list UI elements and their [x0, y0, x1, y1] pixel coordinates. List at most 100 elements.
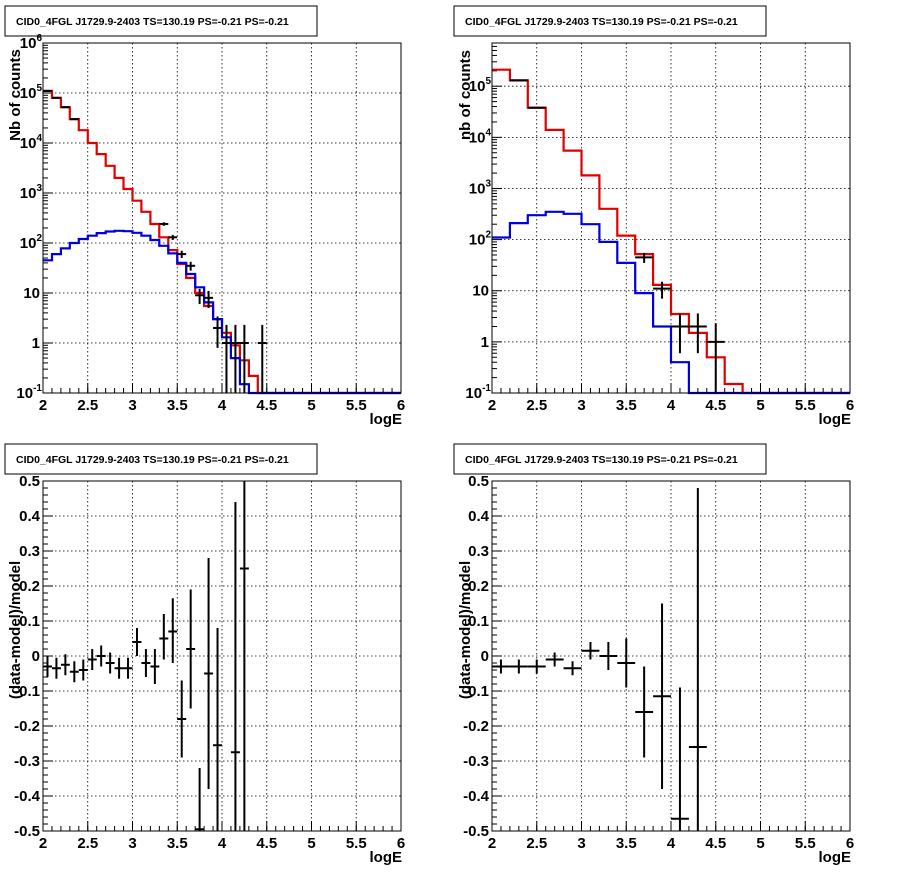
y-tick-label: -0.1: [463, 683, 489, 700]
y-tick-label: 10: [472, 283, 489, 300]
y-tick-label: 0.1: [19, 613, 40, 630]
y-tick-label: 0.1: [468, 613, 489, 630]
data-point: [617, 638, 636, 688]
data-point: [150, 649, 160, 684]
x-tick-label: 3: [128, 397, 136, 414]
y-tick-label: 0.5: [468, 473, 489, 490]
x-tick-label: 2: [488, 397, 496, 414]
x-tick-label: 4.5: [705, 397, 726, 414]
x-tick-label: 6: [397, 397, 405, 414]
data-point: [213, 628, 222, 831]
data-point: [230, 502, 240, 831]
data-point: [123, 657, 133, 679]
chart-title: CID0_4FGL J1729.9-2403 TS=130.19 PS=-0.2…: [465, 454, 738, 466]
data-point: [509, 79, 528, 82]
x-tick-label: 2.5: [77, 835, 98, 852]
data-point: [159, 222, 169, 226]
data-point: [51, 96, 61, 99]
y-axis-title: (data-model)/model: [457, 561, 474, 699]
data-point: [635, 666, 654, 758]
data-point: [60, 654, 70, 676]
y-tick-label: 10-1: [16, 383, 42, 402]
data-point: [671, 313, 689, 354]
data-point: [43, 656, 52, 677]
data-point: [114, 657, 124, 679]
title-box: [4, 443, 318, 475]
chart-panel-3: CID0_4FGL J1729.9-2403 TS=130.19 PS=-0.2…: [4, 443, 405, 866]
chart-panel-1: CID0_4FGL J1729.9-2403 TS=130.19 PS=-0.2…: [4, 5, 405, 428]
data-point: [509, 659, 528, 674]
x-tick-label: 3: [128, 835, 136, 852]
x-tick-label: 4: [667, 835, 676, 852]
x-tick-label: 2.5: [526, 835, 547, 852]
plot-frame: [491, 480, 851, 832]
y-tick-label: 104: [469, 127, 492, 146]
y-tick-label: -0.5: [463, 823, 489, 840]
data-point: [186, 261, 196, 271]
plot-frame: [42, 480, 402, 832]
chart-title: CID0_4FGL J1729.9-2403 TS=130.19 PS=-0.2…: [16, 16, 289, 28]
x-tick-label: 6: [846, 835, 854, 852]
data-point: [230, 324, 240, 393]
title-box: [453, 443, 767, 475]
y-tick-label: 105: [20, 83, 43, 102]
data-point: [527, 106, 546, 109]
x-axis-title: logE: [370, 411, 403, 428]
data-point: [69, 661, 79, 683]
data-point: [177, 250, 187, 259]
chart-title: CID0_4FGL J1729.9-2403 TS=130.19 PS=-0.2…: [465, 16, 738, 28]
x-tick-label: 3.5: [616, 397, 637, 414]
y-tick-label: 0: [481, 648, 489, 665]
y-axis-title: Nb of counts: [7, 49, 24, 141]
y-tick-label: 0.3: [19, 543, 40, 560]
y-tick-label: 103: [20, 183, 43, 202]
y-tick-label: 102: [469, 230, 492, 249]
data-point: [599, 642, 618, 670]
x-tick-label: 4.5: [705, 835, 726, 852]
x-tick-label: 2: [39, 835, 47, 852]
y-tick-label: 1: [32, 335, 40, 352]
data-point: [239, 324, 249, 393]
x-tick-label: 5.5: [795, 835, 816, 852]
data-point: [168, 234, 178, 240]
y-tick-label: -0.4: [14, 788, 41, 805]
y-tick-label: 105: [469, 76, 492, 95]
x-tick-label: 3.5: [167, 397, 188, 414]
chart-panel-4: CID0_4FGL J1729.9-2403 TS=130.19 PS=-0.2…: [453, 443, 854, 866]
y-tick-label: -0.1: [14, 683, 40, 700]
y-axis-title: (data-model)/model: [7, 561, 24, 699]
data-point: [706, 323, 725, 393]
data-point: [688, 488, 707, 831]
data-point: [635, 252, 654, 263]
data-point: [688, 313, 707, 354]
data-point: [69, 118, 79, 121]
y-tick-label: 0.2: [468, 578, 489, 595]
y-tick-label: 0.5: [19, 473, 40, 490]
data-point: [204, 290, 214, 309]
x-tick-label: 5: [307, 397, 315, 414]
y-tick-label: -0.4: [463, 788, 490, 805]
data-point: [653, 281, 671, 299]
x-tick-label: 4: [218, 397, 227, 414]
data-point: [545, 652, 564, 667]
x-axis-title: logE: [819, 411, 852, 428]
data-point: [671, 687, 689, 831]
data-point: [222, 324, 231, 393]
y-tick-label: 103: [469, 178, 492, 197]
data-point: [186, 589, 196, 709]
x-tick-label: 5: [307, 835, 315, 852]
data-point: [132, 628, 142, 656]
x-tick-label: 3.5: [167, 835, 188, 852]
data-point: [78, 659, 88, 681]
data-point: [195, 289, 205, 305]
data-point: [653, 603, 671, 789]
x-tick-label: 2.5: [77, 397, 98, 414]
data-point: [563, 661, 582, 676]
data-point: [87, 649, 97, 670]
y-tick-label: 0.3: [468, 543, 489, 560]
y-tick-label: -0.2: [463, 718, 489, 735]
y-tick-label: 10-1: [465, 383, 491, 402]
x-tick-label: 6: [846, 397, 854, 414]
x-tick-label: 5.5: [346, 397, 367, 414]
